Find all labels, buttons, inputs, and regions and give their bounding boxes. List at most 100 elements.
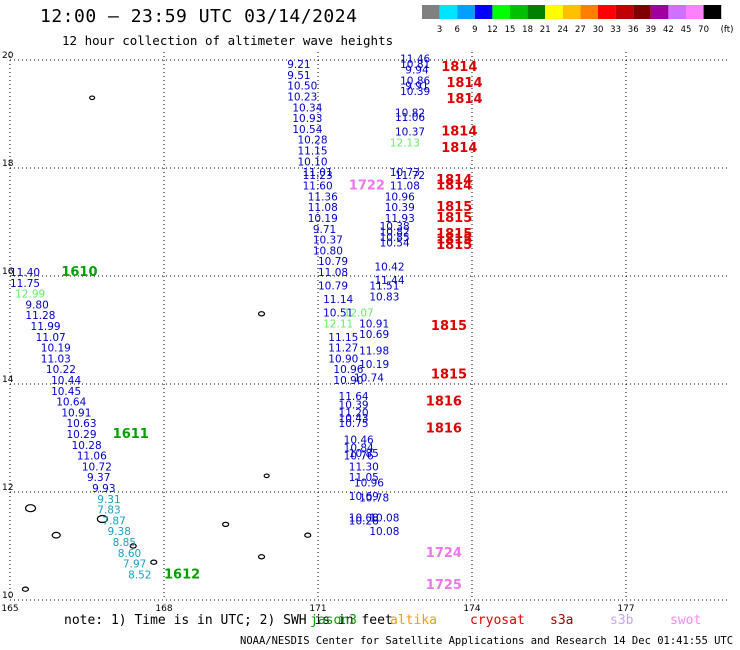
swh-reading: 11.15 bbox=[328, 332, 358, 344]
swh-reading: 9.71 bbox=[313, 224, 336, 236]
swh-reading: 11.60 bbox=[303, 181, 333, 193]
colorbar-label: 27 bbox=[575, 25, 586, 35]
swh-reading: 11.08 bbox=[308, 202, 338, 214]
swh-reading: 10.74 bbox=[354, 372, 384, 384]
colorbar-swatch bbox=[703, 5, 722, 19]
swh-reading: 10.84 bbox=[344, 443, 374, 455]
pass-time-label: 1815 bbox=[436, 227, 472, 242]
colorbar-swatch bbox=[633, 5, 651, 19]
lat-label: 10 bbox=[2, 591, 14, 601]
swh-reading: 10.38 bbox=[380, 221, 410, 233]
swh-reading: 10.10 bbox=[297, 156, 327, 168]
swh-reading: 10.64 bbox=[56, 397, 86, 409]
swh-reading: 10.08 bbox=[369, 513, 399, 525]
swh-reading: 9.51 bbox=[287, 70, 310, 82]
swh-reading: 10.28 bbox=[297, 135, 327, 147]
colorbar-swatch bbox=[510, 5, 528, 19]
swh-reading: 10.96 bbox=[333, 364, 363, 376]
island-outline bbox=[257, 554, 266, 560]
swh-reading: 11.20 bbox=[339, 407, 369, 419]
colorbar-swatch bbox=[668, 5, 686, 19]
pass-time-label: 1722 bbox=[349, 179, 385, 194]
swh-reading: 10.28 bbox=[72, 440, 102, 452]
island-outline bbox=[129, 543, 137, 549]
pass-time-label: 1815 bbox=[431, 319, 467, 334]
colorbar-swatch bbox=[598, 5, 616, 19]
colorbar-swatch bbox=[580, 5, 598, 19]
swh-reading: 10.69 bbox=[349, 491, 379, 503]
lon-label: 174 bbox=[463, 604, 480, 614]
wave-height-colorbar: 3 6 9 12 15 18 21 24 27 30 33 36 39 42 45 70 (ft) bbox=[422, 5, 734, 35]
swh-reading: 10.51 bbox=[323, 308, 353, 320]
swh-reading: 11.08 bbox=[390, 181, 420, 193]
pass-time-label: 1816 bbox=[426, 395, 462, 410]
swh-reading: 10.83 bbox=[369, 291, 399, 303]
swh-reading: 10.34 bbox=[292, 102, 322, 114]
swh-reading: 7.87 bbox=[102, 515, 125, 527]
swh-reading: 9.37 bbox=[87, 472, 110, 484]
colorbar-swatch bbox=[562, 5, 581, 19]
swh-reading: 11.14 bbox=[323, 294, 353, 306]
colorbar-swatch bbox=[457, 5, 475, 19]
swh-reading: 10.76 bbox=[344, 451, 374, 463]
swh-reading: 11.27 bbox=[328, 343, 358, 355]
colorbar-label: 33 bbox=[610, 25, 621, 35]
swh-reading: 10.75 bbox=[339, 418, 369, 430]
swh-reading: 10.78 bbox=[359, 493, 389, 505]
lat-label: 20 bbox=[2, 51, 14, 61]
swh-reading: 9.80 bbox=[25, 299, 48, 311]
colorbar-unit: (ft) bbox=[721, 25, 734, 35]
swh-reading: 7.97 bbox=[123, 559, 146, 571]
island-outline bbox=[51, 531, 61, 539]
swh-reading: 11.08 bbox=[318, 267, 348, 279]
colorbar-swatch bbox=[527, 5, 546, 19]
swh-reading: 12.11 bbox=[323, 318, 353, 330]
legend-satellite: s3b bbox=[610, 613, 634, 628]
swh-reading: 9.21 bbox=[287, 59, 310, 71]
swh-reading: 10.85 bbox=[349, 448, 379, 460]
legend-satellite: s3a bbox=[550, 613, 574, 628]
swh-reading: 11.23 bbox=[303, 170, 333, 182]
swh-reading: 10.23 bbox=[287, 92, 317, 104]
swh-reading: 9.31 bbox=[97, 494, 120, 506]
pass-time-label: 1815 bbox=[436, 238, 472, 253]
swh-reading: 10.08 bbox=[349, 513, 379, 525]
swh-reading: 10.91 bbox=[61, 407, 91, 419]
swh-reading: 11.30 bbox=[349, 461, 379, 473]
pass-time-label: 1815 bbox=[431, 368, 467, 383]
swh-reading: 10.72 bbox=[82, 461, 112, 473]
swh-reading: 10.42 bbox=[374, 262, 404, 274]
swh-reading: 11.64 bbox=[339, 391, 369, 403]
colorbar-swatch bbox=[492, 5, 510, 19]
colorbar-label: 70 bbox=[698, 25, 709, 35]
colorbar-swatch bbox=[474, 5, 493, 19]
swh-reading: 10.85 bbox=[380, 232, 410, 244]
colorbar-label: 15 bbox=[505, 25, 516, 35]
colorbar-swatch bbox=[686, 5, 704, 19]
swh-reading: 11.03 bbox=[41, 353, 71, 365]
credit-footer: NOAA/NESDIS Center for Satellite Applica… bbox=[240, 635, 740, 647]
swh-reading: 9.94 bbox=[405, 65, 429, 77]
pass-time-label: 1814 bbox=[441, 141, 477, 156]
swh-reading: 8.60 bbox=[118, 548, 141, 560]
lat-label: 12 bbox=[2, 483, 13, 493]
legend-satellite: swot bbox=[670, 613, 702, 628]
lat-label: 18 bbox=[2, 159, 14, 169]
swh-reading: 11.15 bbox=[297, 146, 327, 158]
swh-reading: 10.50 bbox=[287, 81, 317, 93]
pass-time-label: 1815 bbox=[436, 233, 472, 248]
swh-reading: 10.93 bbox=[292, 113, 322, 125]
swh-reading: 10.82 bbox=[380, 227, 410, 239]
pass-time-label: 1814 bbox=[436, 173, 472, 188]
swh-reading: 11.07 bbox=[36, 332, 66, 344]
pass-time-label: 1814 bbox=[446, 92, 482, 107]
colorbar-swatch bbox=[439, 5, 458, 19]
swh-reading: 10.19 bbox=[359, 359, 389, 371]
swh-reading: 10.46 bbox=[344, 434, 374, 446]
swh-reading: 10.29 bbox=[66, 429, 96, 441]
swh-reading: 12.13 bbox=[390, 137, 420, 149]
footnote: note: 1) Time is in UTC; 2) SWH is in fe… bbox=[64, 613, 393, 628]
swh-reading: 10.44 bbox=[51, 375, 81, 387]
colorbar-label: 39 bbox=[645, 25, 656, 35]
